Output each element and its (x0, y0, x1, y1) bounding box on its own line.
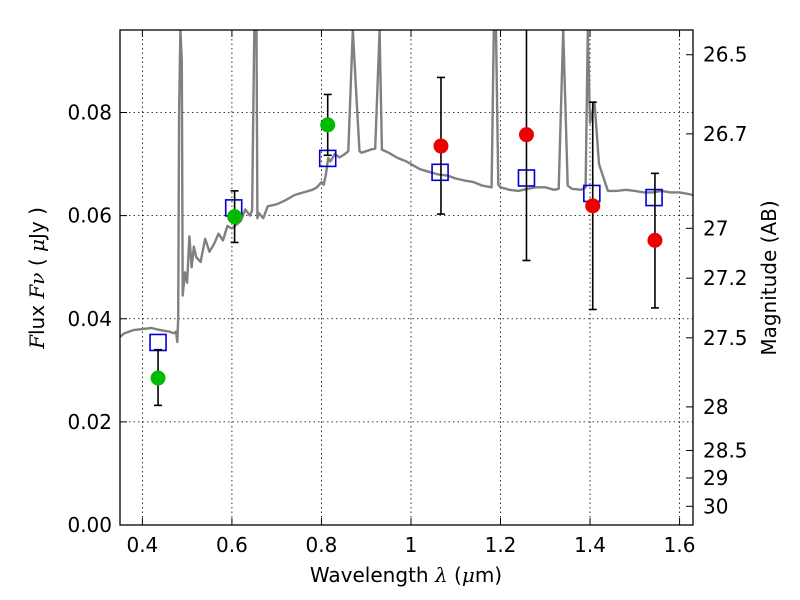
y2-tick-label: 28 (703, 395, 728, 419)
x-axis-label: Wavelength λ (μm) (310, 563, 502, 587)
x-tick-label: 0.6 (216, 533, 248, 557)
x-tick-label: 0.4 (126, 533, 158, 557)
tick-labels: 0.4 0.6 0.8 1 1.2 1.4 1.6 0.00 0.02 0.04 0.06 0.08 2… (67, 43, 747, 557)
y2-tick-label: 26.5 (703, 43, 748, 67)
y2-tick-label: 30 (703, 494, 728, 518)
y2-tick-label: 29 (703, 466, 728, 490)
data-layer (120, 30, 693, 407)
y-tick-label: 0.06 (67, 204, 112, 228)
observed-flux-point (227, 209, 243, 225)
x-tick-label: 1.6 (664, 533, 696, 557)
x-tick-label: 1 (405, 533, 418, 557)
y-tick-label: 0.02 (67, 410, 112, 434)
observed-flux-point (433, 138, 449, 154)
plot-frame (119, 29, 694, 526)
y2-tick-label: 28.5 (703, 438, 748, 462)
x-tick-label: 1.2 (485, 533, 517, 557)
y-tick-label: 0.04 (67, 307, 112, 331)
model-photometry-square (645, 188, 663, 207)
grid (120, 30, 693, 525)
observed-flux-point (320, 117, 336, 133)
x-tick-label: 0.8 (306, 533, 338, 557)
x-tick-label: 1.4 (574, 533, 606, 557)
model-photometry-square (431, 163, 449, 182)
y2-axis-label: Magnitude (AB) (757, 200, 781, 355)
observed-flux-point (150, 370, 166, 386)
template-spectrum-line (120, 30, 693, 344)
y2-tick-label: 27.5 (703, 326, 748, 350)
observed-flux-point (647, 232, 663, 248)
ticks (120, 30, 693, 526)
observed-flux-point (585, 198, 601, 214)
y-axis-label: Flux Fν ( μJy ) (25, 207, 49, 350)
y-tick-label: 0.00 (67, 513, 112, 537)
y2-tick-label: 27 (703, 216, 728, 240)
model-photometry-square (149, 333, 167, 352)
observed-flux-point (518, 127, 534, 143)
y-tick-label: 0.08 (67, 101, 112, 125)
y2-tick-label: 26.7 (703, 122, 748, 146)
y2-tick-label: 27.2 (703, 266, 748, 290)
